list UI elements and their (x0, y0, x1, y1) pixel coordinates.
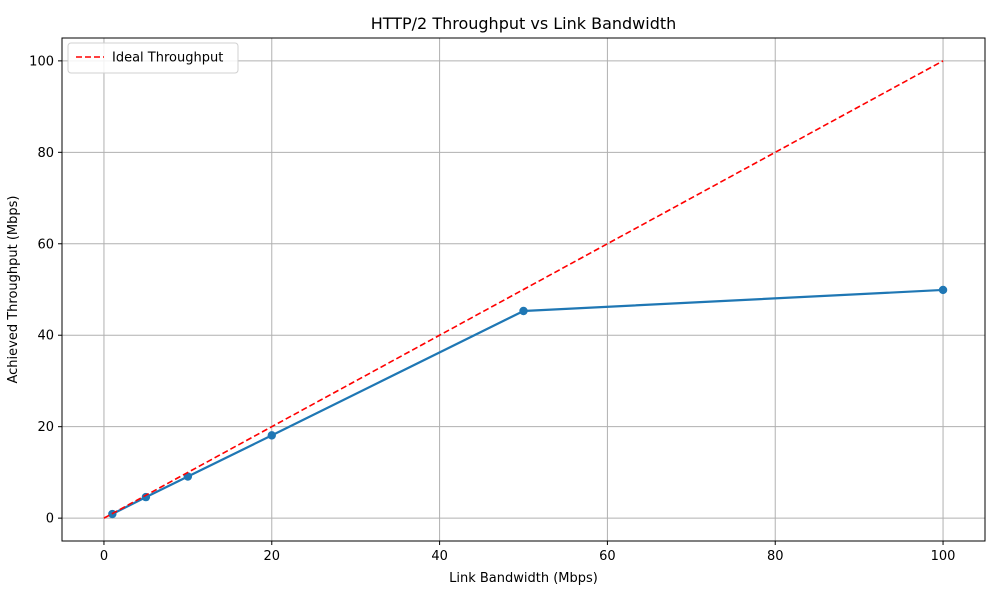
x-tick-label: 20 (263, 549, 280, 564)
legend: Ideal Throughput (67, 42, 239, 74)
y-tick-label: 0 (46, 512, 54, 527)
ticks: 0 20 40 60 80 100 0 20 40 60 80 100 (29, 54, 955, 564)
data-point (938, 285, 948, 295)
x-tick-label: 40 (431, 549, 448, 564)
series-line-ideal-throughput (103, 60, 944, 519)
y-tick-label: 20 (37, 420, 54, 435)
y-tick-label: 100 (29, 54, 54, 69)
x-tick-label: 100 (931, 549, 956, 564)
x-tick-label: 0 (100, 549, 108, 564)
series-line-achieved (111, 288, 944, 516)
y-tick-label: 60 (37, 237, 54, 252)
y-tick-label: 80 (37, 146, 54, 161)
legend-box (67, 42, 239, 74)
x-axis-label: Link Bandwidth (Mbps) (449, 571, 598, 586)
y-tick-label: 40 (37, 329, 54, 344)
data-point (519, 306, 528, 316)
chart-title: HTTP/2 Throughput vs Link Bandwidth (371, 14, 677, 33)
series-layer (103, 60, 948, 519)
x-tick-label: 60 (599, 549, 616, 564)
data-point (267, 431, 276, 440)
plot-frame (61, 37, 986, 542)
y-axis-label: Achieved Throughput (Mbps) (6, 195, 21, 383)
x-tick-label: 80 (767, 549, 784, 564)
legend-label: Ideal Throughput (112, 51, 223, 66)
